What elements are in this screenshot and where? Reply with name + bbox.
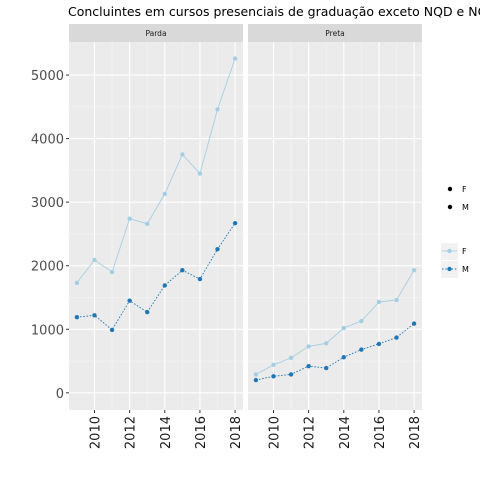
legend-shape-key [447,204,453,210]
series-m-parda-line [76,222,236,331]
x-tick-label: 2018 [408,416,423,449]
panel-background-preta [248,42,422,410]
series-f-preta-point [306,344,311,349]
x-axis: 2010 2012 2014 2016 2018 2010 2012 2014 2016 2018 [88,410,423,449]
x-tick-label: 2012 [303,416,318,449]
panel-background-parda [69,42,243,410]
series-f-parda-point [232,56,238,61]
strip-label-parda: Parda [145,29,166,38]
series-m-preta-point [411,321,417,326]
series-m-parda-point [145,309,150,315]
legend-shape: FM [447,185,469,212]
series-m-parda-point [74,315,80,320]
series-m-preta-point [394,335,399,340]
series-f-parda-point [109,269,115,275]
series-m-preta-point [324,365,329,371]
series-f-parda-point [145,221,150,226]
series-m-parda-point [215,246,220,252]
series-m-parda-point [180,267,185,273]
x-tick-label: 2014 [159,416,174,449]
x-tick-label: 2010 [267,416,282,449]
series-f-parda-point [127,216,132,221]
series-m-preta-point [288,372,294,377]
y-tick-label: 2000 [31,260,64,275]
series-f-preta-point [341,325,346,331]
legend-shape-key [447,186,453,192]
series-f-parda-point [74,280,80,286]
x-tick-label: 2014 [338,416,353,449]
legend-shape-label: M [462,203,469,212]
y-tick-label: 5000 [31,69,64,84]
strip-label-preta: Preta [325,29,344,38]
strip-preta [248,24,422,42]
series-m-parda-point [197,276,203,282]
series-m-preta-point [271,374,276,379]
series-m-parda-point [162,283,167,288]
y-tick-label: 3000 [31,196,64,211]
series-f-parda-point [92,257,97,263]
legend-shape-label: F [462,185,467,194]
series-f-parda-point [197,171,203,176]
series-f-preta-point [324,341,329,346]
series-f-preta-point [376,299,382,305]
series-f-parda-line [76,58,236,284]
x-tick-label: 2016 [194,416,209,449]
series-f-preta-point [253,372,259,377]
series-f-parda-point [215,107,220,112]
series-m-preta-line [255,323,415,381]
series-m-preta-point [306,363,311,369]
series-f-preta-point [394,297,399,303]
series-m-preta-point [341,355,346,360]
strip-parda [69,24,243,42]
series-m-parda-point [232,220,238,226]
x-tick-label: 2012 [124,416,139,449]
y-axis: 0 1000 2000 3000 4000 5000 [31,69,69,402]
legend-series: FM [441,243,469,278]
legend-series-label: F [462,247,467,256]
y-tick-label: 4000 [31,133,64,148]
x-tick-label: 2018 [229,416,244,449]
y-tick-label: 1000 [31,323,64,338]
series-f-preta-point [271,362,276,368]
series-m-parda-point [92,313,97,318]
x-tick-label: 2016 [373,416,388,449]
series-m-parda-point [127,298,132,303]
series-f-preta-point [359,318,364,324]
panel-preta: Preta [248,24,422,410]
x-tick-label: 2010 [88,416,103,449]
series-f-preta-point [411,267,417,273]
panel-parda: Parda [69,24,243,410]
legend-series-key-point [447,248,452,254]
series-f-preta-point [288,355,294,361]
series-m-preta-point [359,347,364,352]
series-m-parda-point [109,327,115,333]
series-m-preta-point [253,377,259,383]
series-m-preta-point [376,341,382,347]
legend-series-label: M [462,265,469,274]
y-tick-label: 0 [56,387,64,402]
series-f-preta-line [255,269,415,375]
series-f-parda-point [180,152,185,157]
chart-title: Concluintes em cursos presenciais de gra… [68,4,480,19]
legend-series-key-point [447,266,452,272]
series-f-parda-point [162,191,167,197]
